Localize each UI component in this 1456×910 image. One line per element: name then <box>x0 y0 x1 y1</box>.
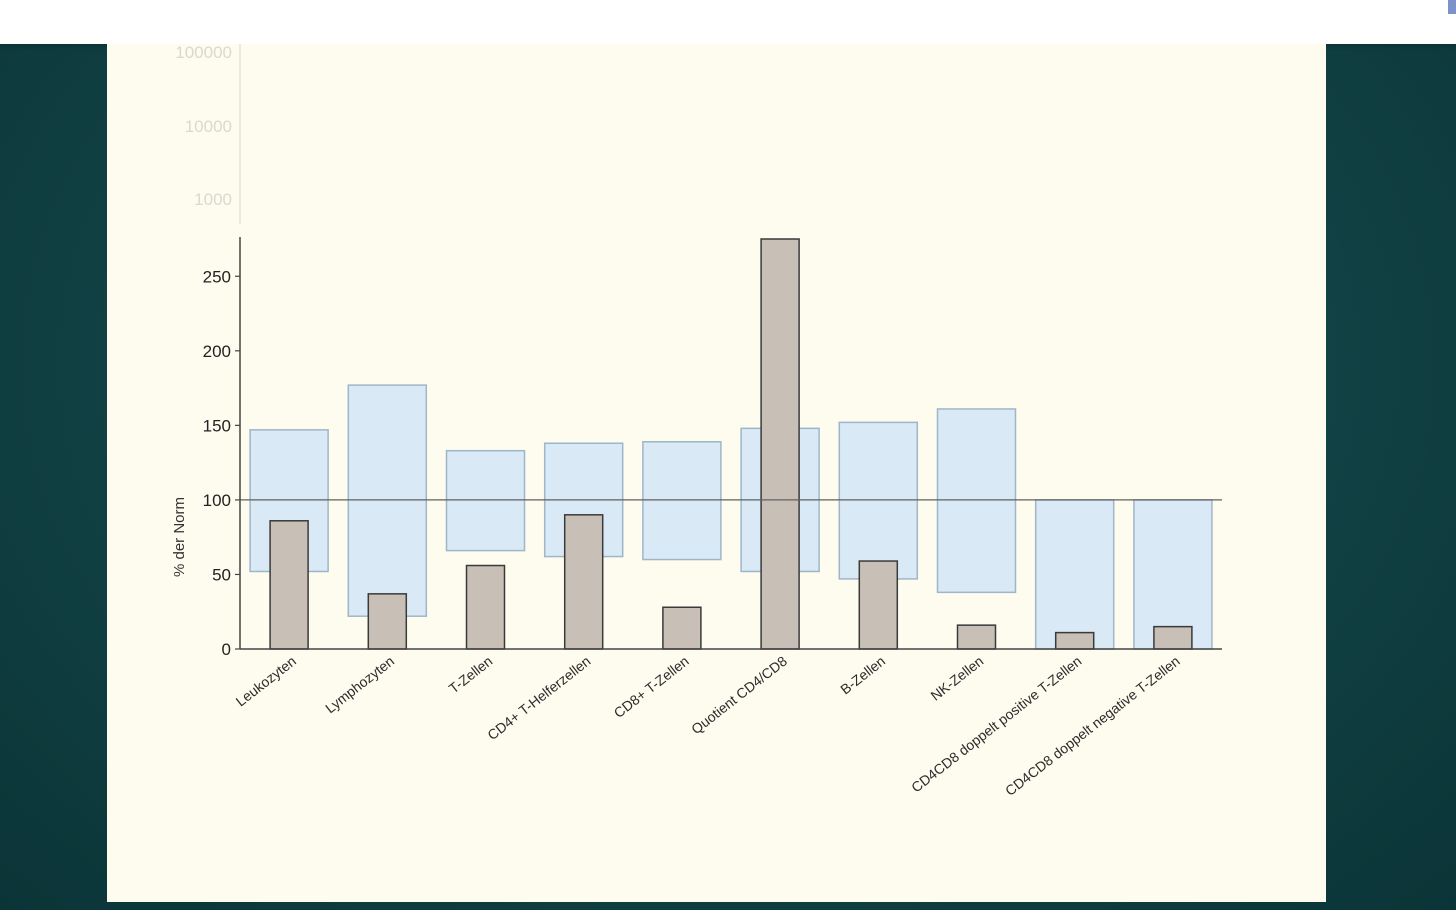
x-category-label: Lymphozyten <box>322 653 397 717</box>
y-ticks: 0 50 100 150 200 250 <box>203 267 240 659</box>
x-category-label: CD4+ T-Helferzellen <box>484 653 593 743</box>
x-category-label: NK-Zellen <box>927 653 986 704</box>
y-axis-title: % der Norm <box>171 497 188 577</box>
reference-range-box <box>1133 499 1213 650</box>
top-toolbar-strip <box>0 0 1456 44</box>
bar <box>1153 625 1193 650</box>
y-tick-label: 50 <box>212 565 231 584</box>
faded-tick-label: 10000 <box>185 117 232 136</box>
reference-range-box <box>347 384 428 617</box>
bar-chart: 100000 10000 1000 0 50 100 150 200 250 Leukozyt… <box>171 44 1222 799</box>
bar <box>956 624 997 650</box>
x-category-label: CD4CD8 doppelt positive T-Zellen <box>908 653 1084 796</box>
x-category-label: CD8+ T-Zellen <box>611 653 692 721</box>
faded-tick-label: 100000 <box>175 44 232 62</box>
bar <box>269 520 309 650</box>
bar <box>367 593 408 650</box>
reference-range-box <box>445 449 526 552</box>
corner-window-mark <box>1448 0 1456 14</box>
y-tick-label: 250 <box>203 267 231 286</box>
y-tick-label: 100 <box>203 491 231 510</box>
y-tick-label: 200 <box>203 342 231 361</box>
bar <box>1054 631 1095 650</box>
x-category-label: CD4CD8 doppelt negative T-Zellen <box>1002 653 1183 799</box>
x-category-label: T-Zellen <box>446 653 496 697</box>
reference-range-box <box>1034 499 1115 650</box>
bar <box>760 238 800 650</box>
y-tick-label: 150 <box>203 416 231 435</box>
reference-range-box <box>936 408 1017 594</box>
y-tick-label: 0 <box>222 640 231 659</box>
axes <box>239 237 1222 650</box>
bar <box>563 514 604 650</box>
bar <box>858 560 899 650</box>
reference-range-box <box>838 421 919 580</box>
x-category-label: B-Zellen <box>837 653 888 698</box>
faded-log-axis: 100000 10000 1000 <box>175 44 241 224</box>
bar <box>465 564 506 650</box>
faded-tick-label: 1000 <box>194 190 232 209</box>
x-category-label: Quotient CD4/CD8 <box>688 653 790 738</box>
chart-slide: 100000 10000 1000 0 50 100 150 200 250 Leukozyt… <box>107 44 1326 902</box>
bar <box>662 606 702 650</box>
x-category-label: Leukozyten <box>233 653 299 710</box>
reference-range-box <box>642 441 722 561</box>
